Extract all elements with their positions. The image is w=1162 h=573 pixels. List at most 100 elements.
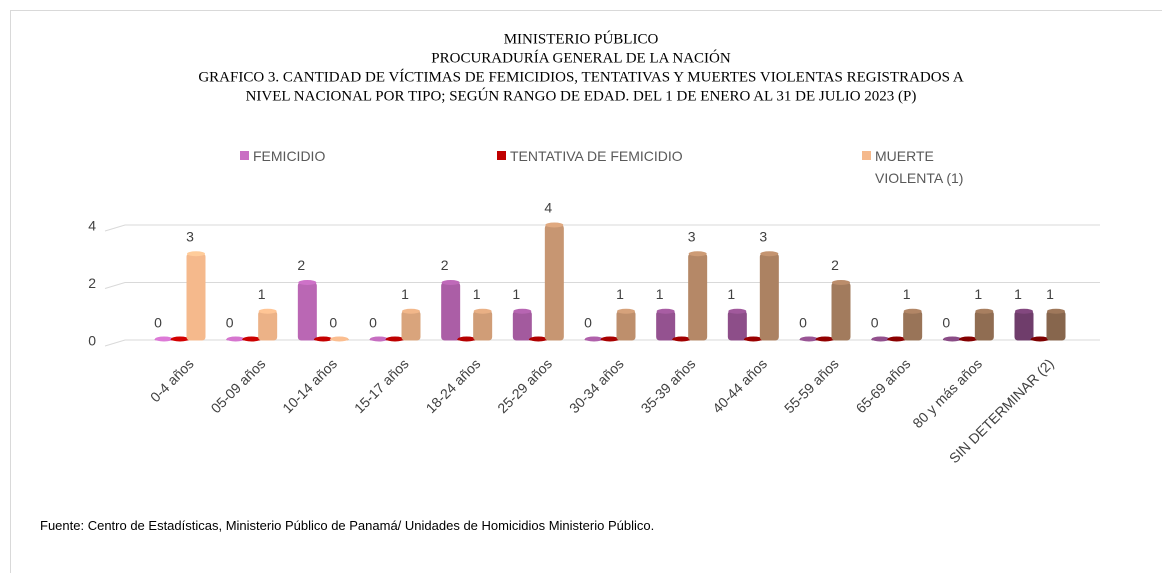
- data-label: 0: [154, 315, 162, 331]
- legend-item: FEMICIDIO: [240, 145, 325, 167]
- data-label: 3: [688, 228, 696, 244]
- bar-top: [975, 308, 994, 314]
- bar-top: [832, 280, 850, 285]
- bar-top: [513, 308, 532, 314]
- bar-top: [617, 308, 635, 314]
- bar-top: [816, 336, 834, 342]
- data-label: 1: [473, 286, 481, 302]
- x-tick-label: 18-24 años: [423, 355, 484, 416]
- bar-top: [601, 336, 619, 342]
- bar-top: [473, 308, 492, 314]
- x-tick-label: 30-34 años: [566, 355, 627, 416]
- bar-top: [529, 336, 548, 342]
- bar: [616, 310, 636, 341]
- bar-top: [800, 336, 818, 342]
- data-label: 1: [616, 286, 624, 302]
- bar-top: [1047, 308, 1065, 314]
- chart-title: PROCURADURÍA GENERAL DE LA NACIÓN: [431, 49, 731, 66]
- bar-top: [903, 308, 922, 314]
- bar-top: [171, 336, 189, 342]
- bar: [512, 310, 532, 341]
- data-label: 3: [186, 228, 194, 244]
- data-label: 0: [584, 315, 592, 331]
- x-tick-label: 15-17 años: [351, 355, 412, 416]
- data-label: 3: [759, 228, 767, 244]
- data-label: 1: [401, 286, 409, 302]
- chart-title: MINISTERIO PÚBLICO: [504, 30, 659, 47]
- bar-top: [943, 336, 962, 342]
- bar: [1014, 310, 1034, 341]
- grid-line: [104, 224, 1100, 232]
- x-tick-label: 10-14 años: [279, 355, 340, 416]
- x-tick-label: 80 y más años: [909, 355, 985, 431]
- bar: [1046, 310, 1066, 341]
- bar-top: [242, 336, 261, 342]
- bar-top: [672, 336, 691, 342]
- chart-title: NIVEL NACIONAL POR TIPO; SEGÚN RANGO DE …: [246, 87, 917, 104]
- bar-top: [887, 336, 906, 342]
- bar: [727, 310, 747, 341]
- data-label: 1: [903, 286, 911, 302]
- data-label: 1: [512, 286, 520, 302]
- bar: [831, 282, 851, 341]
- bar-top: [728, 308, 747, 314]
- data-label: 1: [1046, 286, 1054, 302]
- data-label: 2: [441, 257, 449, 273]
- bar-top: [314, 336, 333, 342]
- bar-top: [457, 336, 476, 342]
- bar: [544, 224, 564, 341]
- bar-top: [330, 336, 349, 342]
- x-tick-label: 55-59 años: [781, 355, 842, 416]
- data-label: 1: [1014, 286, 1022, 302]
- bar-top: [1015, 308, 1033, 314]
- data-label: 2: [831, 257, 839, 273]
- bar-top: [744, 336, 763, 342]
- data-label: 0: [329, 315, 337, 331]
- legend-label: FEMICIDIO: [253, 148, 326, 164]
- grid-line: [104, 282, 1100, 289]
- data-label: 0: [799, 315, 807, 331]
- bar: [656, 310, 676, 341]
- x-tick-label: 0-4 años: [147, 355, 197, 405]
- data-label: 1: [258, 286, 266, 302]
- legend-swatch: [862, 151, 871, 160]
- data-label: 2: [297, 257, 305, 273]
- chart-title: GRAFICO 3. CANTIDAD DE VÍCTIMAS DE FEMIC…: [198, 68, 964, 85]
- bar-top: [258, 308, 277, 314]
- bar-top: [187, 251, 205, 257]
- bar: [903, 310, 923, 341]
- bar-top: [298, 280, 317, 285]
- legend-item: TENTATIVA DE FEMICIDIO: [497, 145, 683, 167]
- bar-top: [402, 308, 420, 314]
- bar-top: [370, 336, 388, 342]
- bar-top: [688, 251, 707, 257]
- data-label: 0: [369, 315, 377, 331]
- data-label: 1: [727, 286, 735, 302]
- y-tick-label: 4: [88, 218, 96, 234]
- legend-label: MUERTE VIOLENTA (1): [875, 148, 964, 186]
- data-label: 0: [942, 315, 950, 331]
- bar-top: [959, 336, 978, 342]
- x-tick-label: 35-39 años: [638, 355, 699, 416]
- legend-swatch: [240, 151, 249, 160]
- bar-top: [441, 280, 460, 285]
- data-label: 0: [226, 315, 234, 331]
- bar: [688, 253, 708, 341]
- bar: [974, 310, 994, 341]
- legend-item: MUERTE VIOLENTA (1): [862, 145, 982, 189]
- data-label: 1: [656, 286, 664, 302]
- bar: [401, 310, 421, 341]
- bar-top: [386, 336, 404, 342]
- bar-top: [545, 222, 564, 228]
- data-label: 1: [974, 286, 982, 302]
- y-tick-label: 0: [88, 333, 96, 349]
- bar: [258, 310, 278, 341]
- source-note: Fuente: Centro de Estadísticas, Minister…: [40, 518, 655, 533]
- bar: [186, 253, 206, 341]
- bar-top: [585, 336, 603, 342]
- bar-top: [871, 336, 890, 342]
- bar: [473, 310, 493, 341]
- x-tick-label: 25-29 años: [494, 355, 555, 416]
